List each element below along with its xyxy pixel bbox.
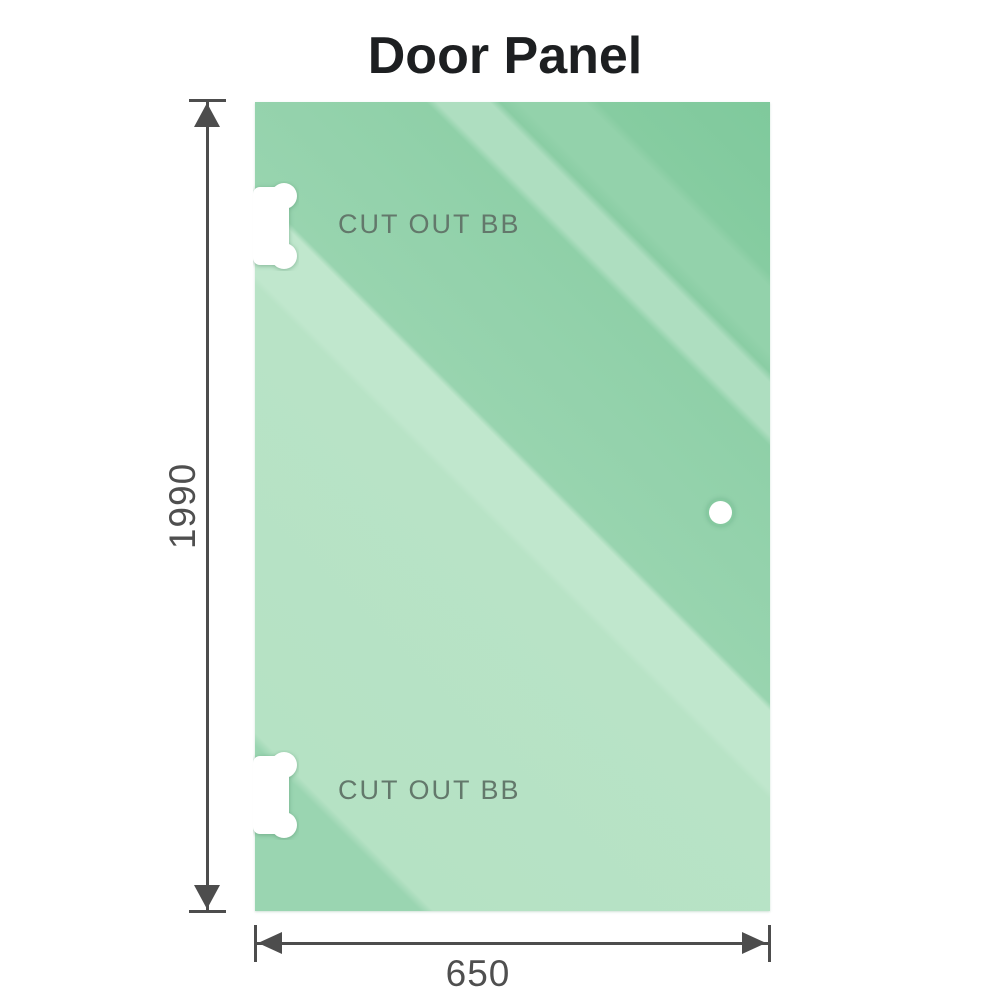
width-dim-cap-left	[254, 925, 257, 962]
glass-panel: CUT OUT BB CUT OUT BB	[255, 102, 770, 911]
hinge-cutout-bottom	[253, 750, 299, 840]
cutout-label-top: CUT OUT BB	[338, 209, 521, 239]
width-dim-cap-right	[768, 925, 771, 962]
height-dim-line	[206, 101, 209, 912]
cutout-label-bottom: CUT OUT BB	[338, 775, 521, 805]
width-dim-line	[256, 942, 769, 945]
arrow-left-icon	[258, 932, 282, 954]
diagram-title: Door Panel	[367, 27, 643, 85]
arrow-right-icon	[742, 932, 766, 954]
width-dimension-label: 650	[445, 953, 511, 994]
height-dim-cap-top	[189, 99, 226, 102]
arrow-down-icon	[194, 885, 220, 909]
hinge-cutout-top	[253, 181, 299, 271]
height-dimension-label: 1990	[162, 462, 203, 550]
arrow-up-icon	[194, 103, 220, 127]
height-dim-cap-bottom	[189, 910, 226, 913]
handle-hole	[709, 501, 732, 524]
